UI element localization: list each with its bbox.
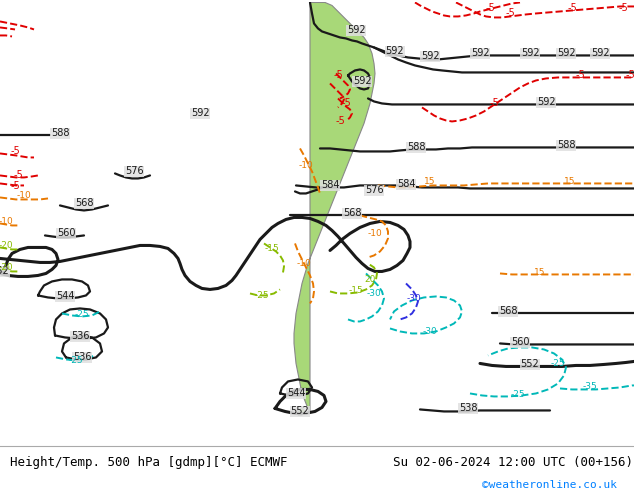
Text: 592: 592 (353, 76, 372, 86)
Polygon shape (294, 2, 375, 414)
Text: 588: 588 (407, 143, 425, 152)
Text: -5: -5 (10, 147, 20, 156)
Text: 552: 552 (521, 360, 540, 369)
Text: -5: -5 (625, 71, 634, 80)
Text: 544: 544 (56, 292, 74, 301)
Text: ©weatheronline.co.uk: ©weatheronline.co.uk (482, 480, 617, 490)
Text: 552: 552 (290, 406, 309, 416)
Text: -15: -15 (264, 244, 280, 253)
Text: -5: -5 (333, 71, 343, 80)
Text: -20: -20 (0, 241, 13, 250)
Text: -25: -25 (255, 291, 269, 300)
Text: 588: 588 (557, 141, 575, 150)
Text: 568: 568 (75, 198, 93, 208)
Text: 592: 592 (347, 25, 365, 35)
Text: 592: 592 (385, 47, 404, 56)
Text: 538: 538 (459, 403, 477, 414)
Text: 15: 15 (564, 177, 576, 186)
Text: 584: 584 (397, 179, 415, 190)
Text: -25: -25 (551, 359, 566, 368)
Text: Su 02-06-2024 12:00 UTC (00+156): Su 02-06-2024 12:00 UTC (00+156) (393, 456, 633, 469)
Text: 592: 592 (421, 51, 439, 61)
Text: -5: -5 (485, 3, 495, 13)
Text: -5: -5 (489, 98, 499, 108)
Text: 552: 552 (0, 267, 10, 276)
Text: 568: 568 (499, 306, 517, 317)
Text: -10: -10 (0, 217, 13, 226)
Text: -5: -5 (10, 181, 20, 192)
Text: -5: -5 (505, 8, 515, 19)
Text: -5: -5 (618, 3, 628, 13)
Text: -20: -20 (0, 263, 13, 272)
Text: 592: 592 (521, 49, 540, 58)
Text: -25: -25 (68, 356, 83, 365)
Text: 536: 536 (73, 352, 91, 363)
Text: 20: 20 (365, 275, 376, 284)
Text: 560: 560 (511, 338, 529, 347)
Text: 588: 588 (51, 128, 69, 139)
Text: -35: -35 (583, 382, 597, 391)
Text: 15: 15 (424, 177, 436, 186)
Text: -30: -30 (406, 294, 422, 303)
Text: 544: 544 (287, 389, 305, 398)
Text: -5: -5 (341, 98, 351, 108)
Text: -10: -10 (297, 259, 311, 268)
Text: -25: -25 (75, 310, 89, 319)
Text: Height/Temp. 500 hPa [gdmp][°C] ECMWF: Height/Temp. 500 hPa [gdmp][°C] ECMWF (10, 456, 287, 469)
Text: 592: 592 (470, 49, 489, 58)
Text: -5: -5 (575, 71, 585, 80)
Text: -15: -15 (349, 286, 363, 295)
Text: -5: -5 (567, 3, 577, 13)
Text: 584: 584 (321, 180, 339, 191)
Text: 568: 568 (343, 208, 361, 219)
Text: 592: 592 (557, 49, 575, 58)
Text: 536: 536 (71, 331, 89, 342)
Text: 592: 592 (591, 49, 609, 58)
Text: -10: -10 (299, 161, 313, 170)
Text: 592: 592 (537, 98, 555, 107)
Text: -25: -25 (511, 390, 526, 399)
Text: -5: -5 (335, 117, 345, 126)
Text: 560: 560 (57, 228, 75, 239)
Text: 576: 576 (125, 167, 143, 176)
Polygon shape (298, 408, 305, 416)
Text: 15: 15 (534, 268, 546, 277)
Text: -10: -10 (16, 191, 31, 200)
Text: -5: -5 (13, 171, 23, 180)
Text: 592: 592 (191, 108, 209, 119)
Text: -30: -30 (366, 289, 382, 298)
Text: -10: -10 (368, 229, 382, 238)
Text: 576: 576 (365, 185, 384, 196)
Text: -30: -30 (423, 327, 437, 336)
